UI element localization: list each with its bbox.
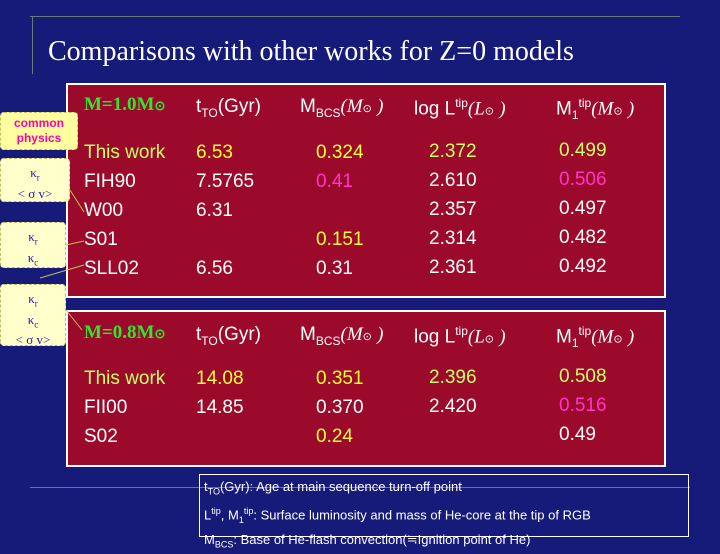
mbcs-column-0p8: 0.351 0.370 0.24 [316, 364, 364, 451]
logl-value: 2.361 [429, 257, 477, 278]
logl-column-0p8: 2.396 2.420 [429, 363, 477, 421]
header-mbcs: MBCS(M⊙ ) [300, 324, 384, 348]
decorative-bottom-line [30, 487, 690, 488]
tto-value: 6.31 [196, 200, 233, 221]
header-mbcs: MBCS(M⊙ ) [300, 96, 384, 120]
mbcs-value: 0.31 [316, 258, 353, 279]
work-name: S02 [84, 426, 118, 447]
logl-value: 2.396 [429, 367, 477, 388]
decorative-left-line [32, 16, 33, 74]
header-m1-tip: M1tip(M⊙ ) [556, 324, 635, 351]
mbcs-value: 0.41 [316, 171, 353, 192]
work-name: This work [84, 142, 166, 163]
logl-value: 2.610 [429, 170, 477, 191]
mbcs-value: 0.351 [316, 368, 364, 389]
mbcs-column-1p0: 0.324 0.41 0.151 0.31 [316, 138, 364, 283]
m1-value: 0.516 [559, 395, 607, 416]
m1-value: 0.497 [559, 198, 607, 219]
slide-title: Comparisons with other works for Z=0 mod… [48, 36, 574, 67]
m1-column-1p0: 0.499 0.506 0.497 0.482 0.492 [559, 136, 607, 281]
logl-value: 2.357 [429, 199, 477, 220]
m1-value: 0.49 [559, 424, 596, 445]
logl-column-1p0: 2.372 2.610 2.357 2.314 2.361 [429, 137, 477, 282]
callout-connectors [39, 189, 85, 331]
header-m1-tip: M1tip(M⊙ ) [556, 96, 635, 123]
decorative-top-line [30, 16, 680, 17]
tto-value: 14.08 [196, 368, 244, 389]
tto-column-1p0: 6.53 7.5765 6.31 6.56 [196, 138, 254, 283]
footnote-line-ltip: Ltip, M1tip: Surface luminosity and mass… [204, 505, 591, 525]
comparison-panel-1p0 [66, 83, 666, 298]
work-name: W00 [84, 200, 124, 221]
footnote-line-mbcs: MBCS: Base of He-flash convection(≒Ignit… [204, 531, 531, 550]
physics-callout-rate-sigma: κr < σ v> [0, 158, 70, 202]
common-physics-callout: common physics [0, 112, 78, 150]
mbcs-value: 0.324 [316, 142, 364, 163]
tto-column-0p8: 14.08 14.85 [196, 364, 244, 451]
work-name: FIH90 [84, 171, 136, 192]
work-name: This work [84, 368, 166, 389]
mbcs-value: 0.370 [316, 397, 364, 418]
work-column-1p0: This work FIH90 W00 S01 SLL02 [84, 138, 165, 283]
footnote-line-tto: tTO(Gyr): Age at main sequence turn-off … [204, 479, 462, 497]
tto-value: 6.56 [196, 258, 233, 279]
m1-value: 0.508 [559, 366, 607, 387]
header-tto: tTO(Gyr) [196, 96, 261, 120]
work-name: S01 [84, 229, 118, 250]
physics-callout-kappa: κr κc [0, 222, 66, 268]
header-log-l-tip: log Ltip(L⊙ ) [414, 96, 506, 120]
mbcs-value: 0.151 [316, 229, 364, 250]
header-tto: tTO(Gyr) [196, 324, 261, 348]
m1-value: 0.499 [559, 140, 607, 161]
physics-callout-kappa-sigma: κr κc < σ v> [0, 284, 66, 347]
work-column-0p8: This work FII00 S02 [84, 364, 165, 451]
logl-value: 2.372 [429, 141, 477, 162]
tto-value: 7.5765 [196, 171, 255, 192]
mass-label-1p0: M=1.0M⊙ [84, 94, 166, 115]
m1-value: 0.506 [559, 169, 607, 190]
m1-value: 0.482 [559, 227, 607, 248]
comparison-panel-0p8 [66, 310, 666, 467]
tto-value: 14.85 [196, 397, 244, 418]
work-name: FII00 [84, 397, 128, 418]
logl-value: 2.314 [429, 228, 477, 249]
m1-value: 0.492 [559, 256, 607, 277]
mass-label-0p8: M=0.8M⊙ [84, 322, 166, 343]
work-name: SLL02 [84, 258, 139, 279]
logl-value: 2.420 [429, 396, 477, 417]
header-log-l-tip: log Ltip(L⊙ ) [414, 324, 506, 348]
mbcs-value: 0.24 [316, 426, 353, 447]
definitions-footnote: tTO(Gyr): Age at main sequence turn-off … [199, 474, 689, 549]
tto-value: 6.53 [196, 142, 233, 163]
m1-column-0p8: 0.508 0.516 0.49 [559, 362, 607, 449]
